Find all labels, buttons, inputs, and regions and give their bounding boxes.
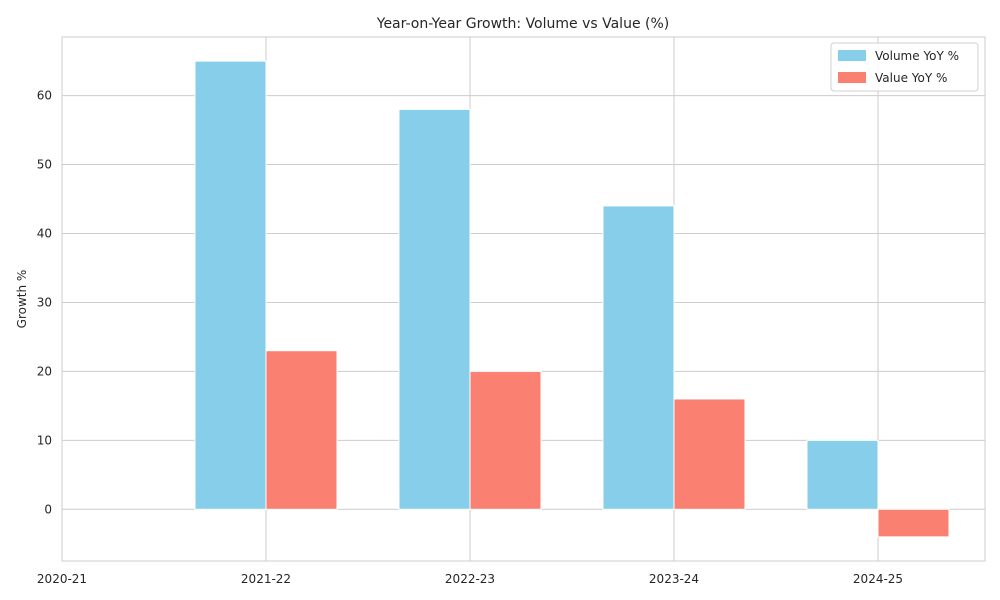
x-tick-label: 2023-24 <box>649 572 699 586</box>
y-tick-label: 60 <box>37 89 52 103</box>
legend: Volume YoY % Value YoY % <box>830 42 979 92</box>
x-tick-label: 2024-25 <box>853 572 903 586</box>
bar-value-2023-24 <box>673 398 746 510</box>
y-tick-label: 20 <box>37 364 52 378</box>
x-tick-label: 2022-23 <box>445 572 495 586</box>
x-tick-label: 2021-22 <box>241 572 291 586</box>
plot-frame <box>61 36 986 562</box>
bar-value-2022-23 <box>469 370 542 510</box>
bars <box>194 60 950 538</box>
bar-value-2021-22 <box>265 350 338 510</box>
y-tick-label: 30 <box>37 295 52 309</box>
y-axis-label: Growth % <box>15 270 29 329</box>
y-tick-labels: 0 10 20 30 40 50 60 <box>37 89 52 517</box>
y-tick-label: 0 <box>44 502 52 516</box>
y-tick-label: 50 <box>37 158 52 172</box>
legend-swatch-volume <box>838 50 866 61</box>
x-tick-labels: 2020-21 2021-22 2022-23 2023-24 2024-25 <box>37 572 903 586</box>
x-tick-label: 2020-21 <box>37 572 87 586</box>
legend-swatch-value <box>838 72 866 83</box>
bar-value-2024-25 <box>877 508 950 538</box>
bar-volume-2022-23 <box>398 108 471 510</box>
bar-volume-2021-22 <box>194 60 267 510</box>
legend-label-value: Value YoY % <box>875 71 947 85</box>
bar-volume-2023-24 <box>602 205 675 510</box>
y-tick-label: 10 <box>37 433 52 447</box>
y-tick-label: 40 <box>37 227 52 241</box>
bar-volume-2024-25 <box>806 439 879 510</box>
legend-box <box>830 42 979 92</box>
legend-label-volume: Volume YoY % <box>875 49 959 63</box>
chart-title: Year-on-Year Growth: Volume vs Value (%) <box>376 16 670 32</box>
